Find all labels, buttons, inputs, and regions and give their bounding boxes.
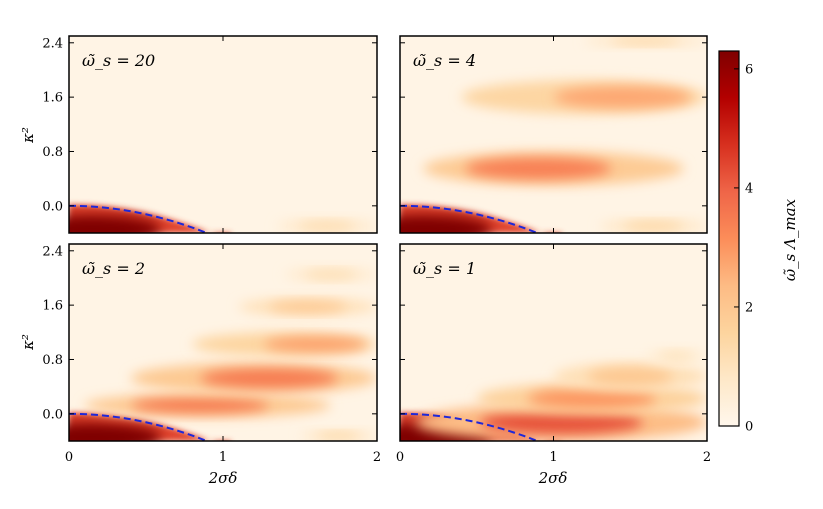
panel-omega-20: 2.4 1.6 0.8 0.0 ω̃_s = 20 [42,35,378,234]
heatmap-region [400,214,493,233]
heatmap-band-core [587,367,674,386]
dashed-boundary-curve [69,204,210,233]
y-axis-title-bottom: κ² [19,334,37,351]
dashed-boundary-curve [69,412,210,441]
panel-annotation: ω̃_s = 20 [82,51,155,70]
panel-background [400,36,707,233]
heatmap-band-core [263,336,368,352]
y-tick-label: 0.8 [42,145,63,160]
x-tick-label: 0 [65,450,73,465]
colorbar-tick-label: 4 [745,181,753,196]
heatmap-band-core [553,86,692,109]
x-tick-label: 2 [373,450,381,465]
panel-omega-2: 2.4 1.6 0.8 0.0 0 1 2 ω̃_s = 2 [42,243,381,465]
heatmap-region [69,214,162,233]
y-tick-label: 0.0 [42,407,63,422]
y-tick-label: 1.6 [42,299,63,314]
heatmap-band-core [611,37,680,45]
colorbar-tick-label: 6 [745,62,753,77]
x-axis-title-right: 2σδ [538,469,568,487]
x-tick-label: 2 [703,450,711,465]
colorbar-tick-label: 2 [745,300,753,315]
heatmap-band-core [465,157,612,180]
y-tick-label: 1.6 [42,91,63,106]
colorbar-title: ω̃_s Λ_max [781,198,799,281]
heatmap-band-core [316,432,361,440]
y-tick-label: 2.4 [42,36,63,51]
colorbar-gradient [718,50,740,427]
heatmap-band-core [527,388,657,409]
heatmap-band-core [479,410,643,435]
x-tick-label: 1 [549,450,557,465]
panel-annotation: ω̃_s = 2 [82,259,145,278]
x-tick-label: 1 [219,450,227,465]
y-tick-label: 0.0 [42,199,63,214]
colorbar: 6 4 2 0 [718,50,753,435]
y-tick-label: 2.4 [42,244,63,259]
heatmap-layer [400,36,707,233]
heatmap-layer [400,349,707,441]
panel-annotation: ω̃_s = 1 [413,259,476,278]
heatmap-band-core [304,270,357,279]
panel-omega-4: ω̃_s = 4 [399,35,708,234]
dashed-boundary-curve [400,204,540,233]
heatmap-band-core [130,397,269,413]
panel-background [69,36,377,233]
panel-omega-1: 0 1 2 ω̃_s = 1 [396,243,711,465]
heatmap-band-core [268,301,347,313]
heatmap-band-core [200,368,339,388]
heatmap-band-core [623,221,684,231]
heatmap-band-core [298,221,355,231]
y-axis-title-top: κ² [19,127,37,144]
heatmap-layer [69,204,377,233]
heatmap-band-core [659,351,694,361]
x-axis-title-left: 2σδ [208,469,238,487]
heatmap-layer [69,267,377,441]
panel-annotation: ω̃_s = 4 [413,51,476,70]
y-tick-label: 0.8 [42,353,63,368]
dashed-boundary-curve [400,412,540,441]
colorbar-tick-label: 0 [745,420,753,435]
heatmap-region [69,422,162,441]
x-tick-label: 0 [396,450,404,465]
